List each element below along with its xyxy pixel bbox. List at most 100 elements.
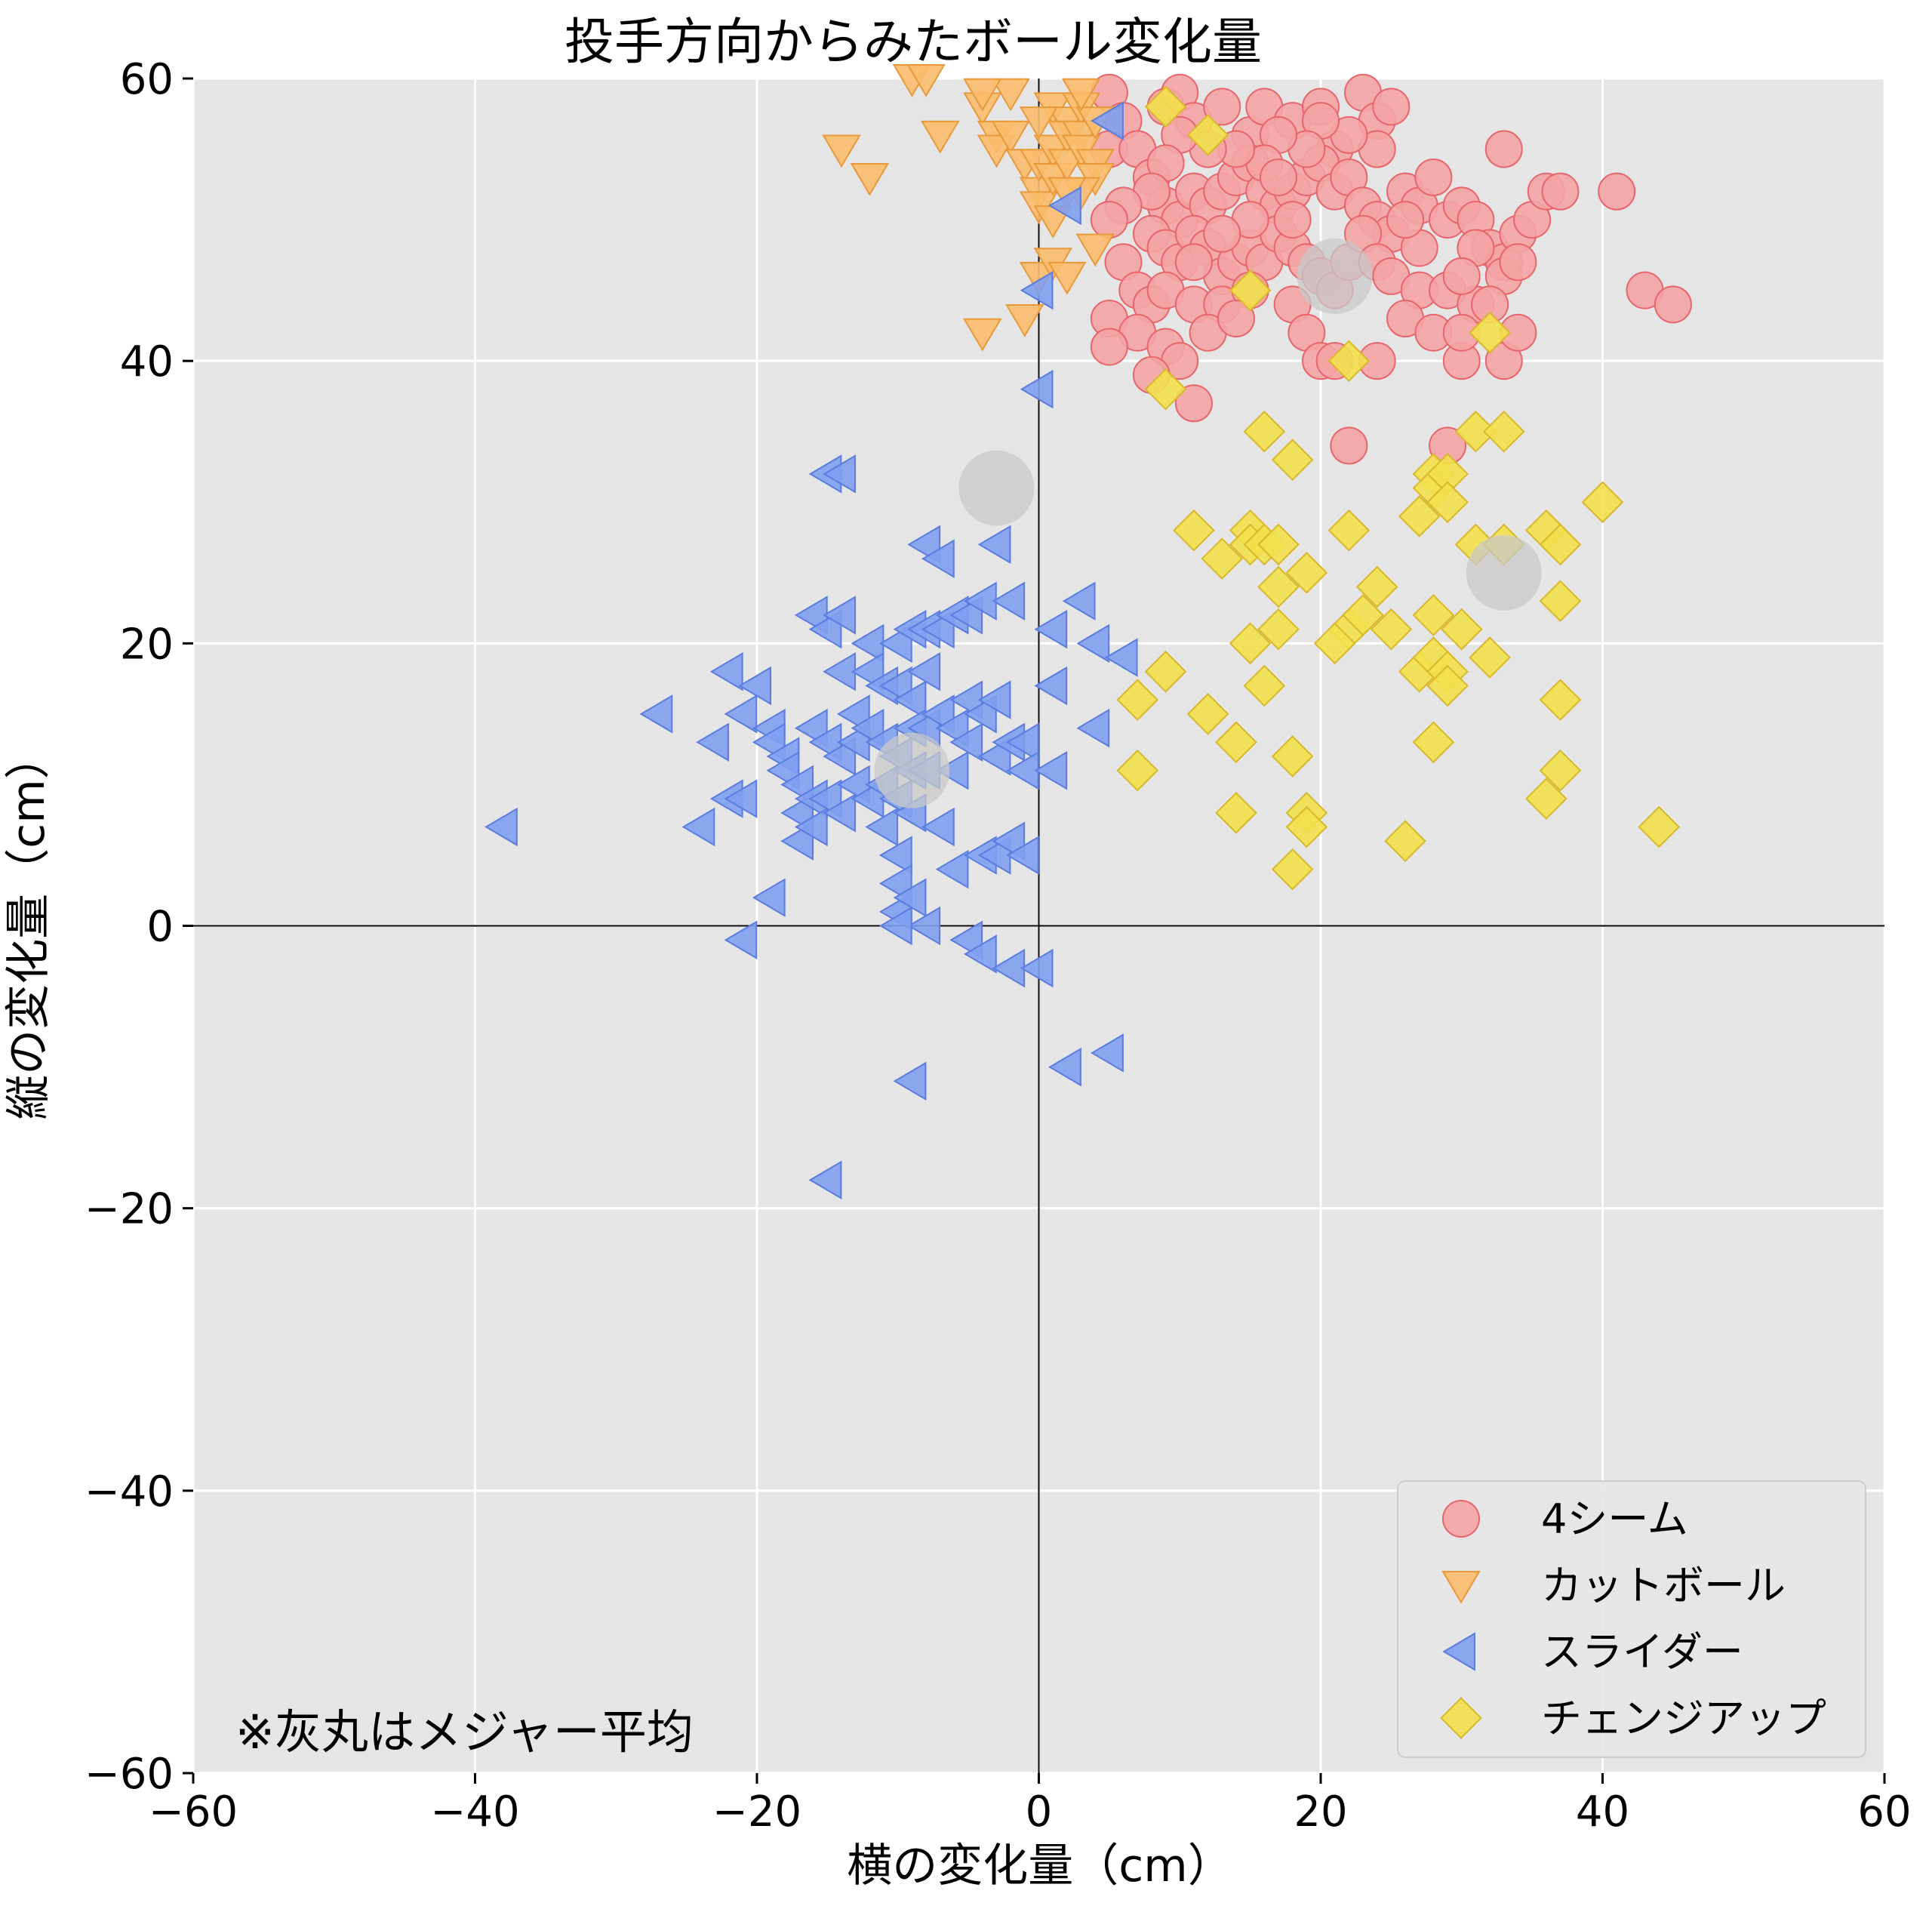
data-point (1440, 608, 1483, 651)
data-point (850, 162, 890, 196)
data-point (1539, 580, 1582, 623)
data-point (1019, 106, 1059, 140)
data-point (1174, 384, 1213, 423)
data-point (1215, 721, 1257, 764)
data-point (964, 934, 997, 974)
data-point (1313, 622, 1356, 665)
y-tick-label: 40 (120, 337, 174, 386)
data-point (1034, 750, 1068, 790)
data-point (907, 652, 941, 691)
data-point (1482, 410, 1525, 453)
data-point (1005, 304, 1044, 337)
data-point (823, 454, 857, 494)
data-point (639, 694, 673, 734)
data-point (808, 1160, 842, 1199)
data-point (1186, 693, 1229, 735)
data-point (1426, 481, 1469, 524)
data-point (1285, 551, 1328, 594)
data-point (893, 680, 927, 719)
data-point (1061, 78, 1101, 112)
data-point (823, 596, 857, 635)
data-point (1076, 708, 1110, 748)
data-point (977, 680, 1011, 719)
data-point (878, 906, 912, 946)
data-point (906, 64, 946, 97)
data-point (1203, 214, 1241, 253)
data-point (738, 666, 771, 706)
data-point (681, 807, 715, 847)
x-axis-label: 横の変化量（cm） (847, 1840, 1232, 1892)
legend-label: チェンジアップ (1541, 1695, 1826, 1742)
mlb-average-marker (1297, 238, 1373, 314)
y-tick-label: −40 (85, 1467, 174, 1516)
data-point (1020, 369, 1054, 409)
data-point (1342, 594, 1384, 636)
data-point (935, 750, 969, 790)
data-point (921, 120, 960, 154)
data-point (1370, 608, 1413, 651)
data-point (485, 807, 518, 847)
y-tick-label: 0 (146, 903, 174, 952)
legend-label: スライダー (1541, 1628, 1743, 1676)
data-point (1454, 410, 1497, 453)
data-point (1048, 186, 1081, 226)
y-tick-label: −20 (85, 1185, 174, 1234)
data-point (1144, 85, 1187, 128)
data-point (1469, 636, 1511, 679)
data-point (1484, 130, 1523, 168)
data-point (1271, 848, 1314, 891)
series-1 (822, 64, 1115, 352)
data-point (1539, 679, 1582, 721)
data-point (949, 722, 983, 762)
data-point (1412, 594, 1455, 636)
major-average-note: ※灰丸はメジャー平均 (235, 1704, 694, 1760)
legend-marker (1441, 1571, 1481, 1604)
data-point (1285, 805, 1328, 848)
data-point (1116, 749, 1159, 792)
x-tick-label: −40 (430, 1787, 519, 1837)
data-point (935, 849, 969, 889)
data-point (1581, 481, 1624, 524)
mlb-average-markers (874, 238, 1542, 808)
data-point (1271, 735, 1314, 777)
data-point (977, 525, 1011, 565)
data-point (1384, 820, 1426, 863)
data-point (1006, 722, 1039, 762)
data-point (1076, 624, 1110, 664)
data-point (1020, 948, 1054, 988)
data-point (724, 779, 758, 818)
data-point (1048, 1047, 1081, 1087)
legend-label: 4シーム (1541, 1495, 1688, 1543)
data-point (1217, 300, 1255, 338)
mlb-average-marker (958, 450, 1035, 526)
data-point (752, 878, 786, 917)
data-point (1327, 340, 1371, 382)
data-point (1499, 243, 1537, 282)
data-point (1075, 233, 1115, 267)
data-point (1355, 565, 1398, 608)
data-point (878, 836, 912, 875)
y-tick-label: 20 (120, 620, 174, 669)
data-point (865, 807, 899, 847)
data-point (1201, 537, 1244, 580)
data-point (1541, 172, 1580, 211)
data-point (1215, 792, 1257, 834)
x-tick-label: 20 (1294, 1787, 1347, 1837)
data-point (1186, 114, 1229, 156)
data-point (1539, 523, 1582, 566)
data-point (1090, 328, 1128, 366)
x-tick-label: −60 (149, 1787, 238, 1837)
data-point (1327, 509, 1371, 552)
data-point (1273, 201, 1312, 239)
chart-title: 投手方向からみたボール変化量 (565, 13, 1262, 71)
x-tick-label: −20 (712, 1787, 801, 1837)
data-point (963, 78, 1002, 112)
data-point (1638, 805, 1681, 848)
data-point (1330, 426, 1368, 465)
y-tick-label: −60 (85, 1750, 174, 1799)
data-point (1229, 269, 1272, 312)
data-point (1414, 158, 1453, 196)
data-point (907, 906, 941, 946)
data-point (1048, 261, 1087, 295)
